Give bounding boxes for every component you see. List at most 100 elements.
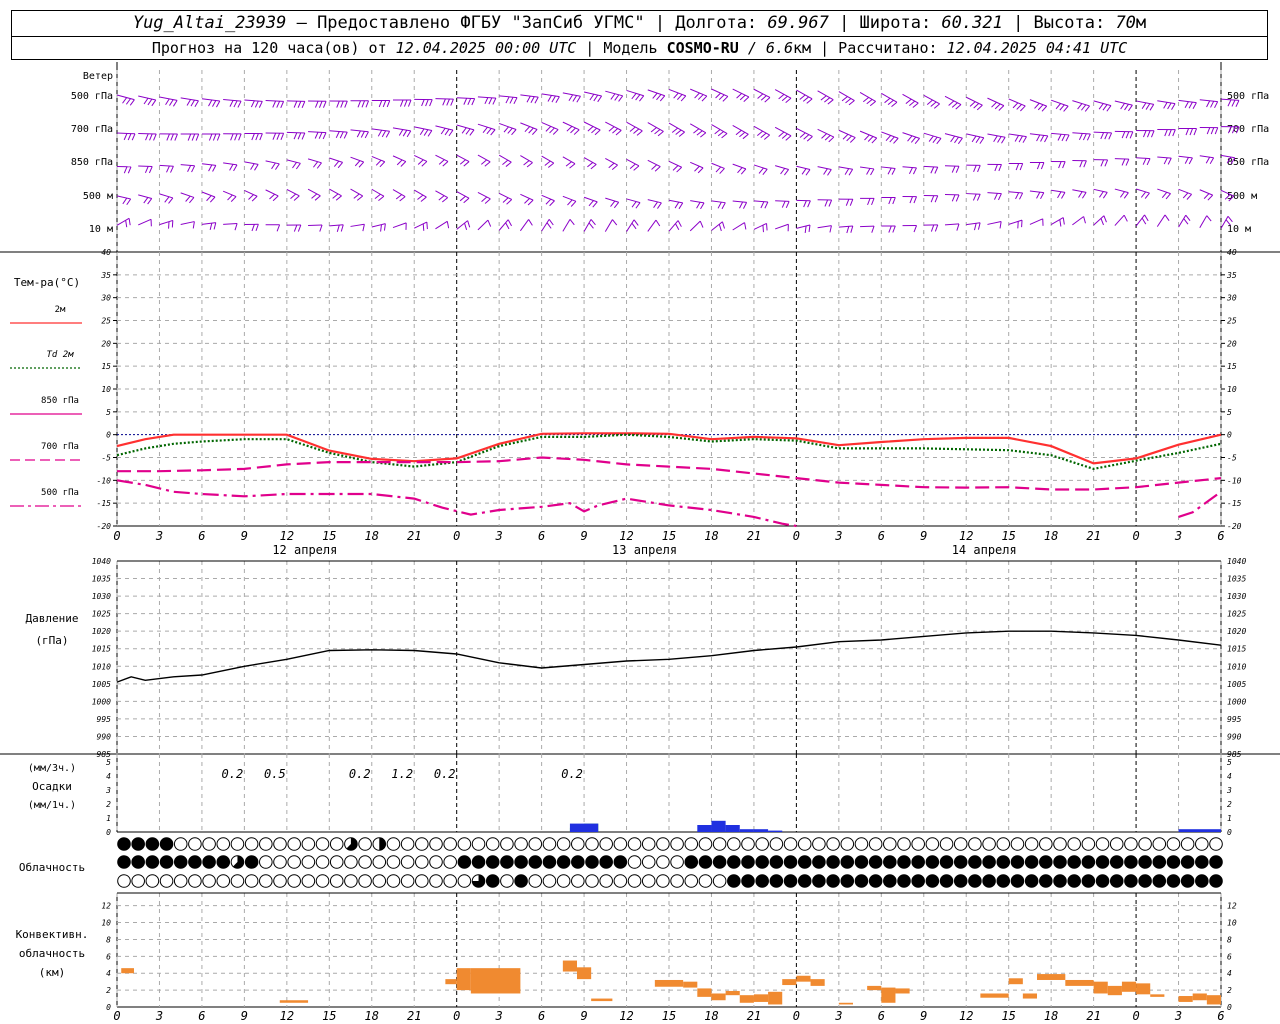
wind-barb <box>583 157 597 165</box>
pressure-tick-label-right: 1010 <box>1227 662 1246 671</box>
wind-barb-feather <box>301 101 306 109</box>
wind-barb-feather <box>588 200 594 207</box>
wind-barb <box>201 191 216 198</box>
wind-barb-feather <box>292 162 297 169</box>
model-name: COSMO-RU <box>666 39 739 57</box>
wind-barb-feather <box>1079 160 1083 168</box>
wind-barb <box>519 219 530 232</box>
wind-barb <box>647 219 657 232</box>
wind-barb-feather <box>827 99 834 105</box>
cloud-symbol-full <box>954 855 968 869</box>
wind-barb-feather <box>169 99 174 106</box>
wind-barb-feather <box>234 133 238 141</box>
cloud-symbol <box>968 837 982 851</box>
wind-barb-feather <box>147 198 153 205</box>
cloud-symbol-full <box>727 874 741 888</box>
cloud-symbol <box>1109 837 1124 851</box>
wind-barb-feather <box>1036 134 1041 142</box>
wind-barb <box>477 191 491 200</box>
wind-barb <box>838 166 853 170</box>
wind-barb-feather <box>526 95 531 103</box>
wind-barb <box>690 88 708 97</box>
wind-barb-feather <box>1167 157 1172 165</box>
cloud-symbol <box>358 855 372 869</box>
wind-level-label-left: 500 гПа <box>71 91 113 102</box>
cloud-symbol-full <box>855 874 868 888</box>
wind-barb-feather <box>166 133 170 141</box>
wind-barb-feather <box>422 223 425 231</box>
wind-barb-feather <box>1123 214 1128 222</box>
pressure-tick-label-left: 1015 <box>92 645 111 654</box>
latitude-label: | Широта: <box>828 13 942 33</box>
cloud-symbol-partial <box>472 874 485 888</box>
wind-barb-feather <box>721 221 725 229</box>
cloud-symbol <box>641 837 656 851</box>
precip-tick-label-right: 1 <box>1227 814 1232 823</box>
wind-level-label-right: 500 гПа <box>1227 91 1269 102</box>
wind-barb-feather <box>318 132 323 139</box>
wind-barb <box>180 221 195 225</box>
wind-barb <box>796 89 813 100</box>
wind-barb <box>987 221 1002 225</box>
hour-tick-label-bottom: 15 <box>322 1009 336 1023</box>
wind-barb <box>583 121 601 131</box>
wind-barb-feather <box>1108 132 1113 140</box>
wind-barb <box>413 189 427 198</box>
wind-barb-feather <box>1150 130 1155 138</box>
wind-barb-feather <box>185 195 191 202</box>
wind-barb <box>902 166 917 169</box>
wind-barb <box>944 165 960 167</box>
wind-barb-feather <box>721 133 728 139</box>
wind-barb <box>668 220 679 232</box>
wind-barb-feather <box>233 164 238 172</box>
pressure-tick-label-left: 985 <box>97 750 112 759</box>
wind-barb <box>902 132 920 139</box>
wind-barb-feather <box>395 194 402 200</box>
temp-tick-label-right: -20 <box>1227 522 1242 531</box>
altitude-unit: м <box>1135 13 1147 33</box>
cloud-symbol-full <box>727 855 741 869</box>
wind-barb-feather <box>659 95 666 102</box>
wind-barb <box>456 191 470 199</box>
wind-barb <box>541 121 559 131</box>
wind-barb <box>732 88 750 98</box>
wind-barb-feather <box>343 131 348 139</box>
conv-cloud-bar <box>796 975 811 982</box>
cloud-symbol <box>400 855 415 869</box>
wind-barb-feather <box>955 104 962 110</box>
conv-tick-label-right: 0 <box>1227 1003 1232 1012</box>
cloud-symbol <box>244 837 259 851</box>
wind-barb-feather <box>1015 163 1020 171</box>
cloud-symbol-full <box>1209 855 1223 869</box>
wind-barb-feather <box>383 223 386 231</box>
wind-barb-feather <box>255 133 259 141</box>
cloud-symbol <box>344 855 358 869</box>
hour-tick-label: 18 <box>704 529 718 543</box>
cloud-symbol <box>982 837 996 851</box>
wind-barb-feather <box>973 103 980 109</box>
hour-tick-label: 3 <box>495 529 503 543</box>
hour-tick-label-bottom: 0 <box>113 1009 120 1023</box>
wind-barb-feather <box>785 201 790 208</box>
wind-barb-feather <box>269 193 275 200</box>
wind-barb-feather <box>402 129 408 137</box>
precip-amount-label: 0.2 <box>349 767 371 781</box>
wind-barb-feather <box>1077 103 1083 110</box>
cloud-symbol-full <box>840 874 854 888</box>
wind-barb-feather <box>821 133 827 139</box>
hour-tick-label-bottom: 21 <box>407 1009 421 1023</box>
wind-barb <box>159 219 173 226</box>
cloud-symbol <box>641 874 656 888</box>
cloud-symbol-full <box>458 855 471 869</box>
cloud-symbol-full <box>826 874 840 888</box>
precip-tick-label-left: 5 <box>106 758 111 767</box>
cloud-symbol-partial <box>346 837 358 851</box>
wind-barb <box>286 100 305 102</box>
cloud-symbol-full <box>1110 874 1124 888</box>
wind-barb-feather <box>570 200 577 207</box>
wind-barb-feather <box>1057 191 1062 199</box>
wind-barb-feather <box>206 195 212 202</box>
conv-cloud-bar <box>1037 974 1066 980</box>
wind-barb-feather <box>608 126 615 132</box>
hour-tick-label: 15 <box>1001 529 1015 543</box>
